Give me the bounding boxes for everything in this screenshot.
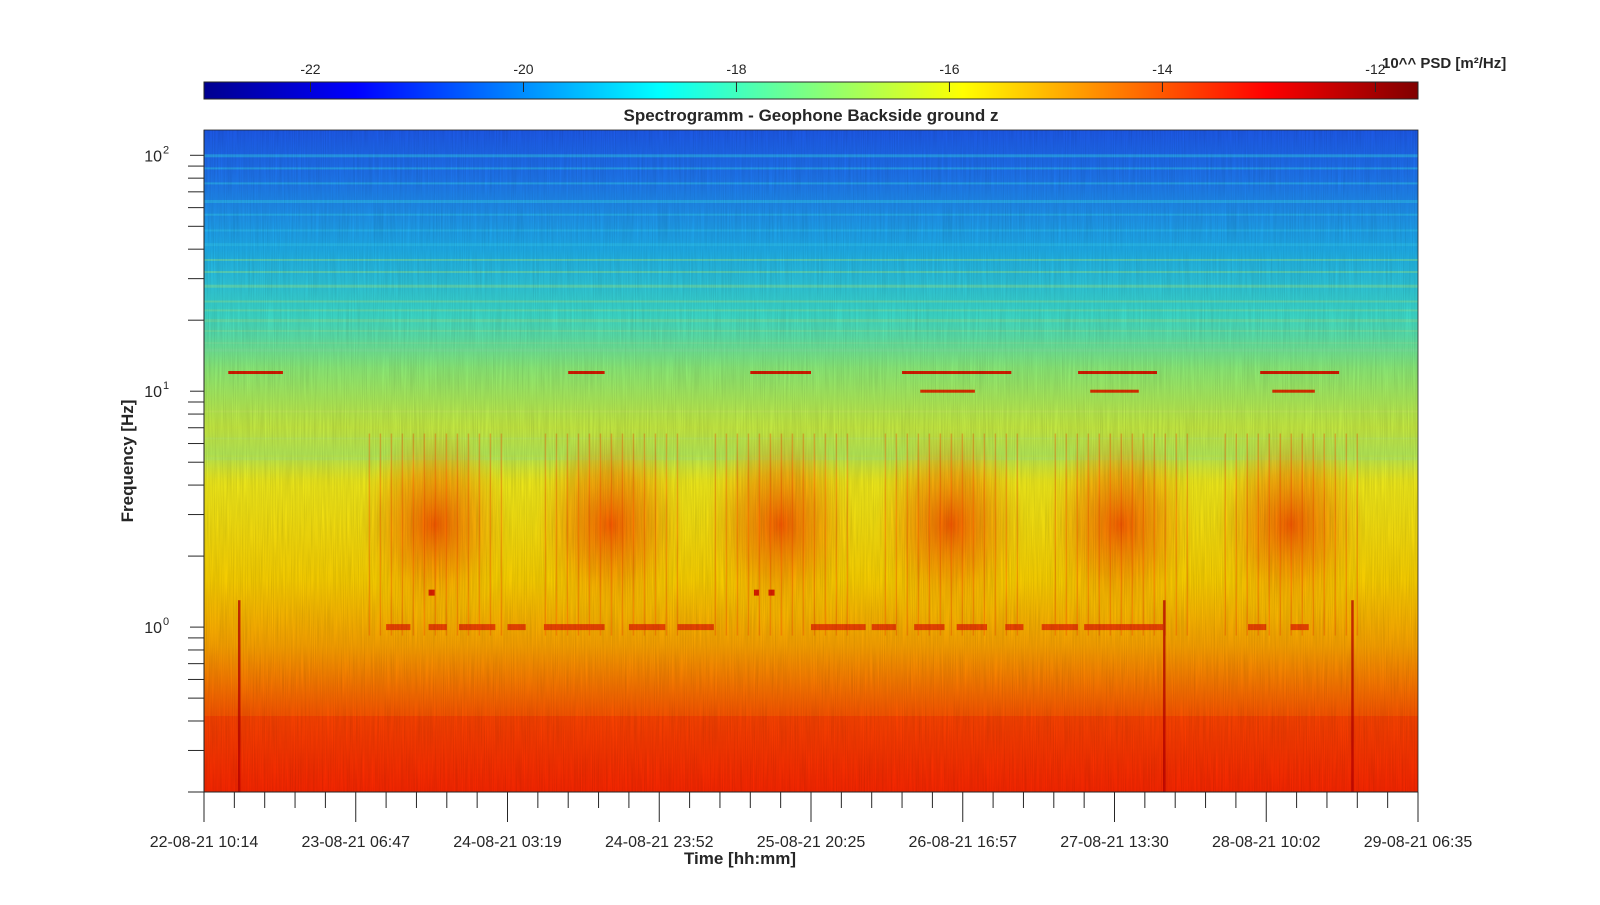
x-tick-label: 24-08-21 23:52	[605, 834, 714, 851]
y-tick-label: 10	[144, 148, 162, 165]
y-tick-label: 10	[144, 384, 162, 401]
spectrogram-texture	[204, 130, 1418, 792]
y-tick-label: 10	[144, 620, 162, 637]
colorbar-tick-label: -12	[1365, 61, 1385, 77]
x-tick-label: 22-08-21 10:14	[150, 834, 259, 851]
x-tick-label: 28-08-21 10:02	[1212, 834, 1321, 851]
x-tick-label: 27-08-21 13:30	[1060, 834, 1169, 851]
colorbar-tick-label: -18	[726, 61, 746, 77]
colorbar-tick-label: -16	[939, 61, 959, 77]
y-tick-exponent: 0	[163, 616, 169, 628]
y-axis-label: Frequency [Hz]	[118, 400, 137, 523]
y-tick-exponent: 2	[163, 144, 169, 156]
x-tick-label: 23-08-21 06:47	[301, 834, 410, 851]
x-axis-label: Time [hh:mm]	[684, 849, 796, 868]
chart-title: Spectrogramm - Geophone Backside ground …	[623, 106, 998, 125]
x-tick-label: 25-08-21 20:25	[757, 834, 866, 851]
colorbar-ticks: -22 -20 -18 -16 -14 -12	[300, 61, 1386, 92]
x-tick-label: 29-08-21 06:35	[1364, 834, 1473, 851]
colorbar-label: 10^^ PSD [m²/Hz]	[1382, 55, 1506, 72]
colorbar-strip	[203, 81, 1419, 100]
x-tick-label: 24-08-21 03:19	[453, 834, 562, 851]
colorbar: -22 -20 -18 -16 -14 -12 10^^ PSD [m²/Hz]	[203, 55, 1506, 100]
colorbar-tick-label: -20	[513, 61, 533, 77]
colorbar-tick-label: -22	[300, 61, 320, 77]
x-axis: 22-08-21 10:14 23-08-21 06:47 24-08-21 03:…	[150, 791, 1473, 851]
y-tick-exponent: 1	[163, 380, 169, 392]
x-tick-label: 26-08-21 16:57	[908, 834, 1017, 851]
spectrogram-plot	[204, 130, 1418, 792]
colorbar-tick-label: -14	[1152, 61, 1172, 77]
